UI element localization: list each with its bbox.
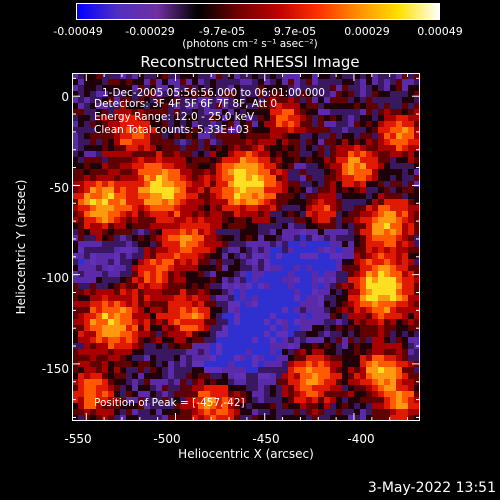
y-axis-label: Heliocentric Y (arcsec) xyxy=(14,179,28,315)
time-range-annotation: 1-Dec-2005 05:56:56.000 to 06:01:00.000 xyxy=(102,87,325,99)
colorbar-tick-label: 9.7e-05 xyxy=(273,25,317,38)
x-tick-label: -400 xyxy=(347,432,375,446)
y-tick-label: 0 xyxy=(61,90,69,104)
y-tick-label: -50 xyxy=(49,181,69,195)
flux-image-map xyxy=(72,73,420,421)
x-tick-label: -550 xyxy=(64,432,92,446)
peak-position-annotation: Position of Peak = [-457,-42] xyxy=(94,397,245,409)
colorbar-tick-label: -0.00049 xyxy=(53,25,103,38)
x-tick-label: -450 xyxy=(252,432,280,446)
colorbar xyxy=(76,3,440,20)
detectors-annotation: Detectors: 3F 4F 5F 6F 7F 8F, Att 0 xyxy=(94,98,278,110)
y-tick-label: -150 xyxy=(41,362,69,376)
plot-datestamp: 3-May-2022 13:51 xyxy=(367,480,496,496)
x-tick-label: -500 xyxy=(153,432,181,446)
plot-border xyxy=(72,73,420,421)
image-title: Reconstructed RHESSI Image xyxy=(140,53,360,71)
x-axis-label: Heliocentric X (arcsec) xyxy=(178,447,314,461)
plot-axes-frame xyxy=(72,73,420,421)
method-annotation: Clean Total counts: 5.33E+03 xyxy=(94,124,250,136)
colorbar-tick-label: 0.00029 xyxy=(344,25,390,38)
energy-range-annotation: Energy Range: 12.0 - 25.0 keV xyxy=(94,111,255,123)
y-tick-label: -100 xyxy=(41,271,69,285)
image-plot: 1-Dec-2005 05:56:56.000 to 06:01:00.000 … xyxy=(72,73,420,421)
colorbar-units-label: (photons cm⁻² s⁻¹ asec⁻²) xyxy=(182,38,318,50)
colorbar-tick-label: 0.00049 xyxy=(417,25,463,38)
colorbar-tick-label: -9.7e-05 xyxy=(198,25,246,38)
colorbar-tick-label: -0.00029 xyxy=(125,25,175,38)
